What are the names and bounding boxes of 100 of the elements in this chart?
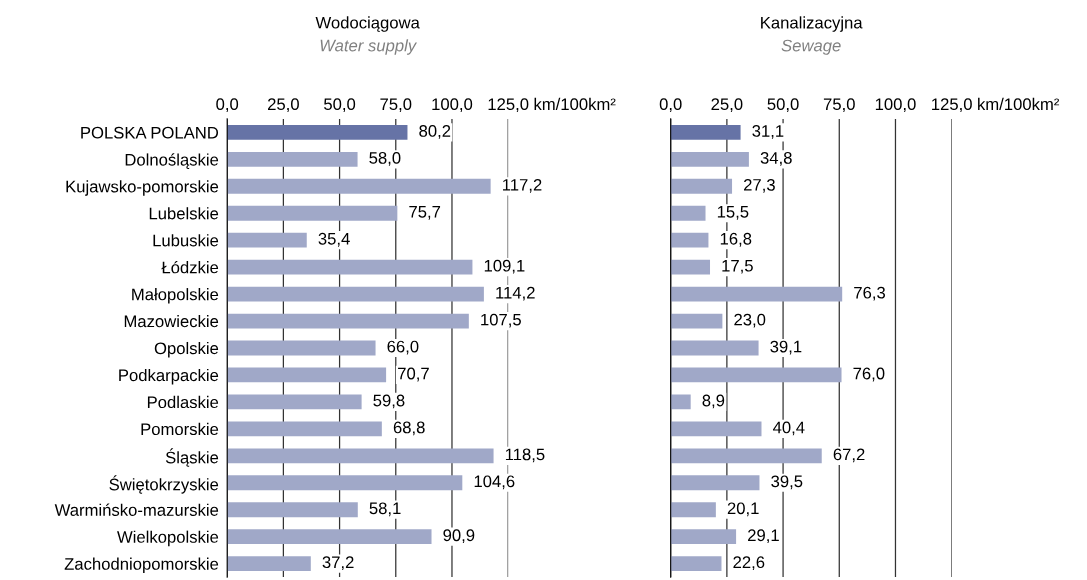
data-label: 114,2	[496, 286, 535, 301]
data-label: 39,1	[770, 340, 802, 355]
y-tick-label: Wielkopolskie	[117, 530, 219, 547]
data-label: 39,5	[771, 475, 803, 490]
bar	[670, 529, 737, 545]
data-label: 34,8	[760, 152, 792, 166]
data-label: 23,0	[734, 313, 766, 328]
y-tick-label: Warmińsko-mazurskie	[54, 503, 219, 516]
data-label: 104,6	[474, 475, 515, 490]
x-tick-label: 75,0	[823, 98, 855, 113]
data-label: 59,8	[373, 394, 405, 409]
x-tick-label: 50,0	[324, 98, 356, 113]
y-tick-label: Opolskie	[154, 341, 219, 358]
y-tick-label: Pomorskie	[141, 422, 219, 436]
data-label: 15,5	[717, 206, 749, 220]
y-tick-label: Podkarpackie	[119, 368, 219, 385]
bar	[670, 313, 723, 329]
x-tick-label: 0,0	[216, 98, 239, 113]
x-tick-label: 125,0	[488, 98, 529, 113]
y-tick-label: Podlaskie	[147, 395, 219, 409]
x-axis-title: km/100km²	[978, 97, 1060, 111]
x-axis-title: km/100km²	[534, 97, 616, 111]
y-tick-label: Łódzkie	[161, 260, 219, 274]
bar	[227, 394, 362, 410]
data-label: 118,5	[505, 448, 545, 463]
y-tick-label: POLSKA POLAND	[81, 126, 219, 139]
data-label: 58,1	[369, 502, 401, 517]
bar	[670, 421, 762, 437]
y-tick-label: Świętokrzyskie	[109, 475, 219, 494]
data-label: 67,2	[833, 448, 865, 463]
bar	[227, 448, 494, 464]
data-label: 76,0	[853, 367, 885, 382]
data-label: 66,0	[387, 340, 419, 355]
bar	[227, 232, 307, 248]
x-tick-label: 125,0	[932, 98, 972, 113]
y-tick-label: Lubuskie	[153, 234, 219, 247]
bar	[670, 286, 843, 302]
x-tick-label: 25,0	[711, 98, 743, 113]
bar	[227, 151, 358, 167]
x-tick-label: 100,0	[875, 98, 916, 113]
data-label: 27,3	[744, 178, 775, 193]
bar	[670, 259, 711, 275]
y-tick-label: Lubelskie	[149, 207, 219, 220]
bar	[670, 232, 709, 248]
y-tick-label: Mazowieckie	[124, 315, 219, 328]
data-label: 22,6	[733, 556, 765, 571]
bar	[670, 124, 741, 140]
bar	[670, 340, 759, 356]
data-label: 68,8	[393, 421, 425, 436]
bar	[670, 367, 842, 383]
data-label: 90,9	[443, 529, 475, 544]
bar	[227, 313, 469, 329]
bar	[227, 421, 382, 437]
bar	[670, 502, 716, 518]
chart-subtitle: Water supply	[320, 39, 417, 55]
data-label: 117,2	[503, 178, 542, 193]
y-tick-label: Śląskie	[165, 448, 219, 467]
bar	[227, 178, 491, 194]
x-tick-label: 25,0	[268, 98, 299, 113]
bar	[227, 259, 473, 275]
data-label: 109,1	[484, 259, 525, 274]
bar	[670, 556, 722, 572]
bar	[227, 556, 311, 572]
data-label: 31,1	[752, 125, 784, 139]
chart-title: Wodociągowa	[315, 16, 420, 32]
bar	[227, 205, 398, 221]
data-label: 107,5	[481, 313, 521, 328]
data-label: 20,1	[727, 502, 759, 517]
data-label: 35,4	[318, 232, 350, 247]
y-tick-label: Dolnośląskie	[125, 153, 219, 169]
data-label: 40,4	[772, 421, 805, 436]
bar	[227, 124, 408, 140]
data-label: 75,7	[409, 206, 441, 220]
bar	[227, 502, 358, 518]
bar	[227, 286, 484, 302]
x-tick-label: 0,0	[659, 98, 682, 113]
y-tick-label: Kujawsko-pomorskie	[66, 180, 219, 196]
x-tick-label: 100,0	[432, 98, 473, 113]
data-label: 29,1	[748, 529, 779, 544]
y-tick-label: Małopolskie	[132, 288, 219, 304]
bar	[670, 178, 733, 194]
x-tick-label: 50,0	[767, 98, 799, 113]
data-label: 80,2	[419, 125, 451, 139]
x-tick-label: 75,0	[380, 98, 412, 113]
bar	[227, 367, 387, 383]
bar	[670, 394, 691, 410]
data-label: 8,9	[702, 394, 725, 409]
bar	[227, 529, 432, 545]
chart-subtitle: Sewage	[781, 39, 841, 55]
data-label: 76,3	[854, 286, 886, 301]
data-label: 37,2	[322, 556, 354, 571]
y-tick-label: Zachodniopomorskie	[64, 557, 219, 574]
data-label: 17,5	[722, 259, 753, 274]
bar	[670, 205, 706, 221]
bar	[670, 448, 822, 464]
bar	[227, 340, 376, 356]
bar	[227, 475, 463, 491]
bar	[670, 475, 760, 491]
bar	[670, 151, 749, 167]
chart-title: Kanalizacyjna	[761, 16, 863, 32]
